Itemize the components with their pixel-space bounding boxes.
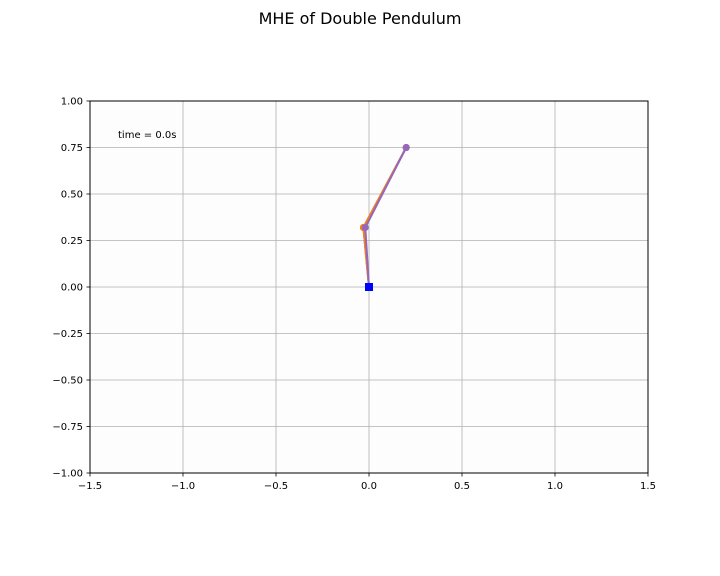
y-tick-label: −0.25	[52, 329, 83, 340]
x-tick-label: 1.5	[640, 481, 656, 492]
y-tick-label: −1.00	[52, 469, 83, 480]
y-tick-label: 0.00	[61, 283, 83, 294]
series-point-pendulum-3	[361, 223, 369, 231]
x-axis: −1.5 −1.0 −0.5 0.0 0.5 1.0 1.5	[78, 473, 656, 492]
series-point-pendulum-3	[402, 144, 410, 151]
series-layer	[359, 144, 410, 291]
y-tick-label: −0.75	[52, 422, 83, 433]
y-tick-label: 1.00	[61, 97, 83, 108]
pivot-marker	[365, 283, 373, 291]
x-tick-label: −1.0	[171, 481, 195, 492]
y-tick-label: 0.50	[61, 190, 83, 201]
y-tick-label: 0.25	[61, 236, 83, 247]
x-tick-label: 0.5	[454, 481, 470, 492]
x-tick-label: 1.0	[547, 481, 563, 492]
y-tick-label: 0.75	[61, 143, 83, 154]
time-annotation: time = 0.0s	[118, 130, 176, 141]
x-tick-label: −0.5	[264, 481, 288, 492]
y-tick-label: −0.50	[52, 376, 83, 387]
y-axis: 1.00 0.75 0.50 0.25 0.00 −0.25 −0.50 −0.75 −1.00	[52, 97, 90, 480]
x-tick-label: 0.0	[361, 481, 377, 492]
chart-title: MHE of Double Pendulum	[259, 9, 462, 28]
x-tick-label: −1.5	[78, 481, 102, 492]
